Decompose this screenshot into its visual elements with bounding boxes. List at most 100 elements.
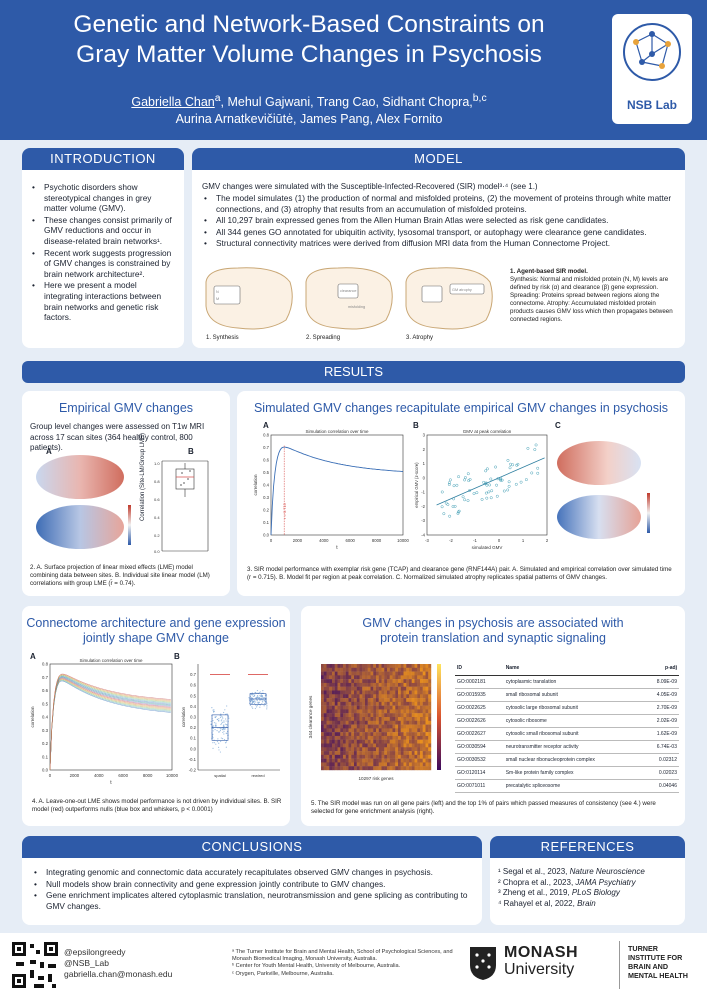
heatmap-cell — [356, 705, 360, 710]
heatmap-cell — [348, 720, 352, 725]
heatmap-cell — [356, 762, 360, 767]
data-point — [250, 699, 252, 702]
heatmap-cell — [422, 686, 426, 691]
heatmap-cell — [428, 735, 432, 740]
heatmap-cell — [332, 743, 335, 748]
heatmap-cell — [381, 682, 385, 687]
heatmap-cell — [376, 735, 379, 740]
series-line — [49, 677, 171, 771]
connectome-panel: Connectome architecture and gene express… — [22, 606, 290, 826]
data-point — [225, 746, 227, 748]
heatmap-cell — [332, 739, 335, 744]
heatmap-cell — [326, 698, 330, 703]
qr-code-icon[interactable] — [10, 940, 60, 990]
figure-3-caption: 3. SIR model performance with exemplar r… — [247, 566, 672, 581]
heatmap-cell — [387, 766, 390, 771]
heatmap-cell — [362, 735, 366, 740]
heatmap-cell — [332, 758, 335, 763]
heatmap-cell — [365, 682, 368, 687]
heatmap-cell — [326, 720, 330, 725]
data-point — [456, 510, 460, 514]
heatmap-cell — [389, 679, 393, 684]
heatmap-cell — [373, 720, 377, 725]
heatmap-cell — [373, 682, 377, 687]
heatmap-cell — [329, 682, 333, 687]
heatmap-cell — [321, 758, 324, 763]
heatmap-cell — [381, 698, 385, 703]
data-point — [212, 727, 214, 730]
y-axis-label: correlation — [253, 474, 258, 496]
lab-handle[interactable]: @NSB_Lab — [64, 958, 110, 968]
heatmap-cell — [395, 743, 399, 748]
data-point — [488, 483, 492, 487]
heatmap-cell — [367, 667, 371, 672]
data-point — [223, 711, 225, 714]
x-tick-label: 6000 — [346, 538, 356, 543]
heatmap-cell — [422, 728, 426, 733]
heatmap-cell — [343, 743, 346, 748]
heatmap-cell — [417, 709, 421, 714]
heatmap-cell — [409, 690, 412, 695]
heatmap-cell — [422, 694, 426, 699]
figure-1-caption: 1. Agent-based SIR model. Synthesis: Nor… — [510, 268, 673, 323]
heatmap-cell — [321, 675, 324, 680]
heatmap-cell — [356, 720, 360, 725]
data-point — [215, 715, 217, 718]
email-link[interactable]: gabriella.chan@monash.edu — [64, 969, 173, 979]
heatmap-cell — [332, 720, 335, 725]
heatmap-cell — [356, 724, 360, 729]
heatmap-cell — [428, 747, 432, 752]
heatmap-cell — [417, 717, 421, 721]
data-point — [249, 704, 252, 706]
first-author[interactable]: Gabriella Chan — [131, 95, 215, 110]
heatmap-cell — [384, 675, 388, 680]
data-point — [219, 715, 221, 717]
conclusions-title: CONCLUSIONS — [22, 836, 482, 858]
heatmap-cell — [420, 747, 423, 752]
heatmap-cell — [395, 705, 399, 710]
data-point — [214, 728, 216, 731]
heatmap-cell — [351, 754, 355, 759]
list-item: All 10,297 brain expressed genes from th… — [202, 215, 677, 226]
heatmap-cell — [329, 667, 333, 672]
heatmap-cell — [411, 720, 415, 725]
heatmap-cell — [367, 758, 371, 763]
heatmap-cell — [376, 682, 379, 687]
heatmap-cell — [354, 720, 357, 725]
x-tick-label: spatial — [214, 773, 226, 778]
heatmap-cell — [323, 664, 327, 668]
heatmap-cell — [400, 675, 404, 680]
heatmap-cell — [345, 698, 349, 703]
heatmap-cell — [343, 758, 346, 763]
heatmap-cell — [332, 682, 335, 687]
simulated-title: Simulated GMV changes recapitulate empir… — [253, 401, 669, 415]
data-point — [494, 465, 497, 469]
affiliations: ᵃ The Turner Institute for Brain and Men… — [232, 949, 453, 977]
author-list: Gabriella Chana, Mehul Gajwani, Trang Ca… — [131, 93, 487, 127]
heatmap-cell — [337, 682, 341, 687]
heatmap-cell — [337, 762, 341, 767]
heatmap-cell — [392, 735, 396, 740]
data-point — [220, 713, 222, 715]
heatmap-cell — [395, 664, 399, 668]
twitter-handle[interactable]: @epsilongreedy — [64, 947, 126, 957]
heatmap-cell — [340, 679, 344, 684]
heatmap-cell — [354, 686, 357, 691]
heatmap-cell — [381, 724, 385, 729]
heatmap-cell — [332, 686, 335, 691]
heatmap-cell — [332, 747, 335, 752]
heatmap-cell — [378, 758, 382, 763]
heatmap-cell — [367, 698, 371, 703]
heatmap-cell — [384, 743, 388, 748]
heatmap-cell — [378, 766, 382, 771]
heatmap-cell — [387, 679, 390, 684]
heatmap-cell — [356, 694, 360, 699]
heatmap-cell — [351, 724, 355, 729]
data-point — [212, 720, 214, 722]
data-point — [447, 481, 451, 485]
heatmap-cell — [326, 732, 330, 737]
heatmap-cell — [323, 675, 327, 680]
heatmap-cell — [414, 762, 418, 767]
heatmap-cell — [406, 713, 410, 718]
heatmap-cell — [323, 720, 327, 725]
